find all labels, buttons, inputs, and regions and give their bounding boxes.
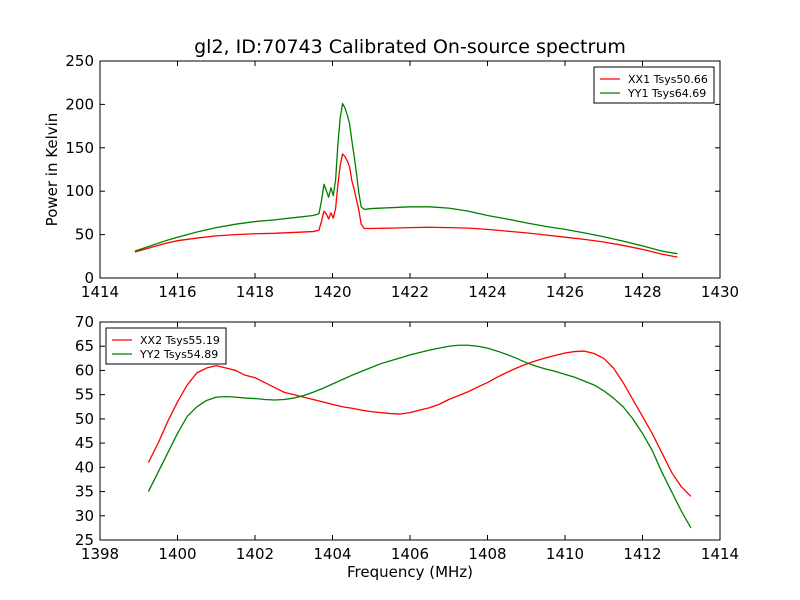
top-y-tick-label: 50 bbox=[75, 226, 94, 244]
top-x-tick-label: 1418 bbox=[236, 283, 274, 301]
top-y-tick-label: 0 bbox=[84, 269, 94, 287]
top-x-tick-label: 1416 bbox=[158, 283, 196, 301]
top-series-line-2 bbox=[134, 102, 678, 255]
bottom-x-tick-label: 1412 bbox=[623, 545, 661, 563]
bottom-y-tick-label: 25 bbox=[75, 531, 94, 549]
top-x-tick-label: 1426 bbox=[546, 283, 584, 301]
top-y-tick-label: 200 bbox=[65, 95, 94, 113]
bottom-y-tick-label: 60 bbox=[75, 361, 94, 379]
bottom-plot-xlabel: Frequency (MHz) bbox=[347, 563, 473, 581]
bottom-legend-box bbox=[105, 327, 227, 365]
bottom-y-tick-label: 55 bbox=[75, 386, 94, 404]
bottom-x-tick-label: 1408 bbox=[468, 545, 506, 563]
top-x-tick-label: 1414 bbox=[81, 283, 119, 301]
bottom-plot-lines bbox=[147, 344, 692, 529]
bottom-y-tick-label: 65 bbox=[75, 337, 94, 355]
top-legend-label-1: XX1 Tsys50.66 bbox=[628, 73, 708, 86]
figure-title: gl2, ID:70743 Calibrated On-source spect… bbox=[194, 36, 626, 58]
bottom-legend-label-2: YY2 Tsys54.89 bbox=[139, 348, 218, 361]
top-x-tick-label: 1430 bbox=[701, 283, 739, 301]
bottom-x-tick-label: 1398 bbox=[81, 545, 119, 563]
bottom-x-tick-label: 1410 bbox=[546, 545, 584, 563]
bottom-spectrum-plot: 1398 1400 1402 1404 1406 1408 1410 1412 1414 25 30… bbox=[75, 313, 739, 581]
bottom-series-line-2 bbox=[147, 344, 692, 529]
top-series-line-1 bbox=[134, 153, 678, 258]
top-plot-ylabel: Power in Kelvin bbox=[43, 113, 61, 227]
bottom-x-tick-label: 1400 bbox=[158, 545, 196, 563]
top-x-tick-label: 1420 bbox=[313, 283, 351, 301]
bottom-x-tick-label: 1414 bbox=[701, 545, 739, 563]
bottom-y-tick-label: 40 bbox=[75, 458, 94, 476]
bottom-legend-label-1: XX2 Tsys55.19 bbox=[140, 334, 220, 347]
top-x-tick-label: 1428 bbox=[623, 283, 661, 301]
bottom-y-tick-label: 70 bbox=[75, 313, 94, 331]
top-x-tick-label: 1422 bbox=[391, 283, 429, 301]
bottom-series-line-1 bbox=[147, 350, 692, 497]
top-y-tick-label: 100 bbox=[65, 182, 94, 200]
bottom-y-tick-label: 30 bbox=[75, 507, 94, 525]
top-legend-box bbox=[593, 66, 715, 104]
bottom-x-tick-label: 1402 bbox=[236, 545, 274, 563]
bottom-y-tick-label: 45 bbox=[75, 434, 94, 452]
top-plot-ticks: 1414 1416 1418 1420 1422 1424 1426 1428 1430 0 50 1… bbox=[65, 52, 739, 301]
top-legend-label-2: YY1 Tsys64.69 bbox=[627, 87, 706, 100]
top-y-tick-label: 150 bbox=[65, 139, 94, 157]
top-spectrum-plot: 1414 1416 1418 1420 1422 1424 1426 1428 1430 0 50 1… bbox=[43, 52, 739, 301]
top-x-tick-label: 1424 bbox=[468, 283, 506, 301]
bottom-x-tick-label: 1404 bbox=[313, 545, 351, 563]
top-plot-lines bbox=[134, 102, 678, 258]
bottom-x-tick-label: 1406 bbox=[391, 545, 429, 563]
bottom-y-tick-label: 50 bbox=[75, 410, 94, 428]
bottom-y-tick-label: 35 bbox=[75, 483, 94, 501]
top-y-tick-label: 250 bbox=[65, 52, 94, 70]
bottom-plot-ticks: 1398 1400 1402 1404 1406 1408 1410 1412 1414 25 30… bbox=[75, 313, 739, 563]
